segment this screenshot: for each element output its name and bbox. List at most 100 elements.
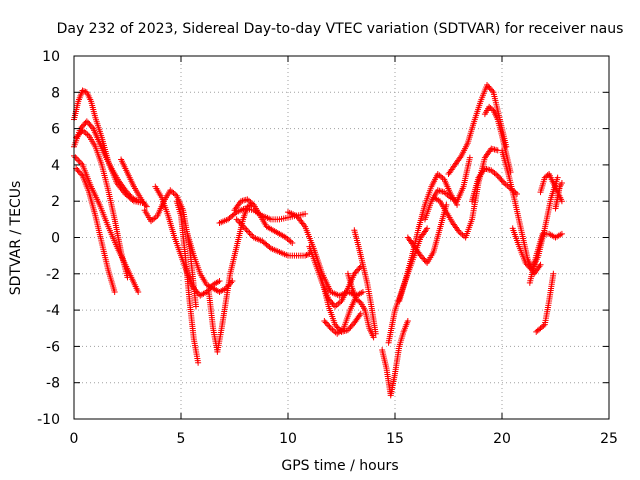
data-point	[370, 334, 377, 341]
series-arc-21	[379, 317, 411, 399]
data-point	[537, 261, 544, 268]
data-point	[143, 203, 150, 210]
data-point	[356, 264, 363, 271]
data-point	[323, 320, 330, 327]
series-arc-3	[73, 127, 131, 281]
series-arc-16	[306, 243, 364, 310]
data-point	[525, 262, 532, 269]
y-tick-label: -4	[46, 303, 60, 319]
y-tick-label: 8	[51, 85, 60, 101]
y-tick-label: 10	[42, 49, 60, 65]
data-point	[190, 285, 197, 292]
y-tick-label: -2	[46, 267, 60, 283]
data-point	[334, 324, 341, 331]
series-arc-7	[141, 187, 199, 310]
data-point	[289, 239, 296, 246]
series-arc-35	[552, 180, 565, 212]
series-arc-33	[533, 270, 557, 335]
data-point	[75, 168, 82, 175]
data-point	[499, 178, 506, 185]
data-point	[192, 286, 199, 293]
data-point	[326, 323, 333, 330]
y-tick-label: 2	[51, 194, 60, 210]
data-point	[484, 82, 491, 89]
data-point	[418, 254, 425, 261]
series-arc-24	[404, 201, 450, 266]
data-point	[348, 322, 355, 329]
data-point	[372, 330, 379, 337]
data-point	[404, 317, 411, 324]
grid-lines	[74, 56, 609, 419]
series-arc-13	[231, 196, 296, 246]
data-point	[195, 359, 202, 366]
data-point	[351, 270, 358, 277]
y-tick-label: 4	[51, 158, 60, 174]
series-arc-5	[71, 152, 142, 295]
data-point	[420, 255, 427, 262]
series-arc-19	[344, 270, 377, 341]
x-tick-labels: 0 5 10 15 20 25	[70, 431, 618, 447]
data-point	[513, 190, 520, 197]
data-point	[266, 244, 273, 251]
data-point	[87, 122, 94, 129]
data-point	[193, 288, 200, 295]
data-point	[325, 322, 332, 329]
data-point	[245, 228, 252, 235]
data-point	[246, 229, 253, 236]
data-point	[347, 324, 354, 331]
data-point	[124, 190, 131, 197]
chart-title: Day 232 of 2023, Sidereal Day-to-day VTE…	[57, 21, 624, 37]
data-point	[243, 226, 250, 233]
series-arc-11	[205, 201, 255, 355]
data-point	[496, 174, 503, 181]
series-arc-10	[184, 230, 236, 295]
series-arc-25	[421, 154, 473, 223]
data-point	[135, 288, 142, 295]
data-point	[359, 288, 366, 295]
data-point	[540, 322, 547, 329]
data-point	[421, 257, 428, 264]
data-point	[74, 166, 81, 173]
data-point	[424, 225, 431, 232]
data-point	[247, 231, 254, 238]
data-point	[321, 317, 328, 324]
y-tick-label: -8	[46, 376, 60, 392]
data-point	[485, 83, 492, 90]
data-point	[78, 171, 85, 178]
data-point	[111, 288, 118, 295]
data-point	[76, 130, 83, 137]
data-point	[357, 310, 364, 317]
data-point	[352, 269, 359, 276]
x-tick-label: 0	[70, 431, 79, 447]
data-point	[85, 119, 92, 126]
data-point	[122, 187, 129, 194]
data-points	[71, 82, 565, 399]
data-point	[86, 121, 93, 128]
series-arc-14	[233, 216, 313, 259]
data-point	[558, 230, 565, 237]
y-axis-title: SDTVAR / TECUs	[8, 181, 24, 296]
data-point	[194, 289, 201, 296]
data-point	[72, 154, 79, 161]
data-point	[329, 300, 336, 307]
y-tick-labels: -10 -8 -6 -4 -2 0 2 4 6 8 10	[37, 49, 60, 428]
data-point	[489, 87, 496, 94]
data-point	[88, 124, 95, 131]
series-arc-22	[385, 225, 431, 346]
data-point	[332, 321, 339, 328]
data-point	[79, 87, 86, 94]
data-point	[126, 191, 133, 198]
series-arc-6	[118, 156, 150, 210]
data-point	[80, 88, 87, 95]
data-point	[558, 180, 565, 187]
data-point	[554, 174, 561, 181]
series-arc-23	[396, 170, 461, 305]
data-point	[245, 203, 252, 210]
data-point	[526, 264, 533, 271]
series-arc-4	[73, 165, 118, 295]
data-point	[498, 177, 505, 184]
data-point	[466, 154, 473, 161]
data-point	[322, 319, 329, 326]
data-point	[302, 210, 309, 217]
